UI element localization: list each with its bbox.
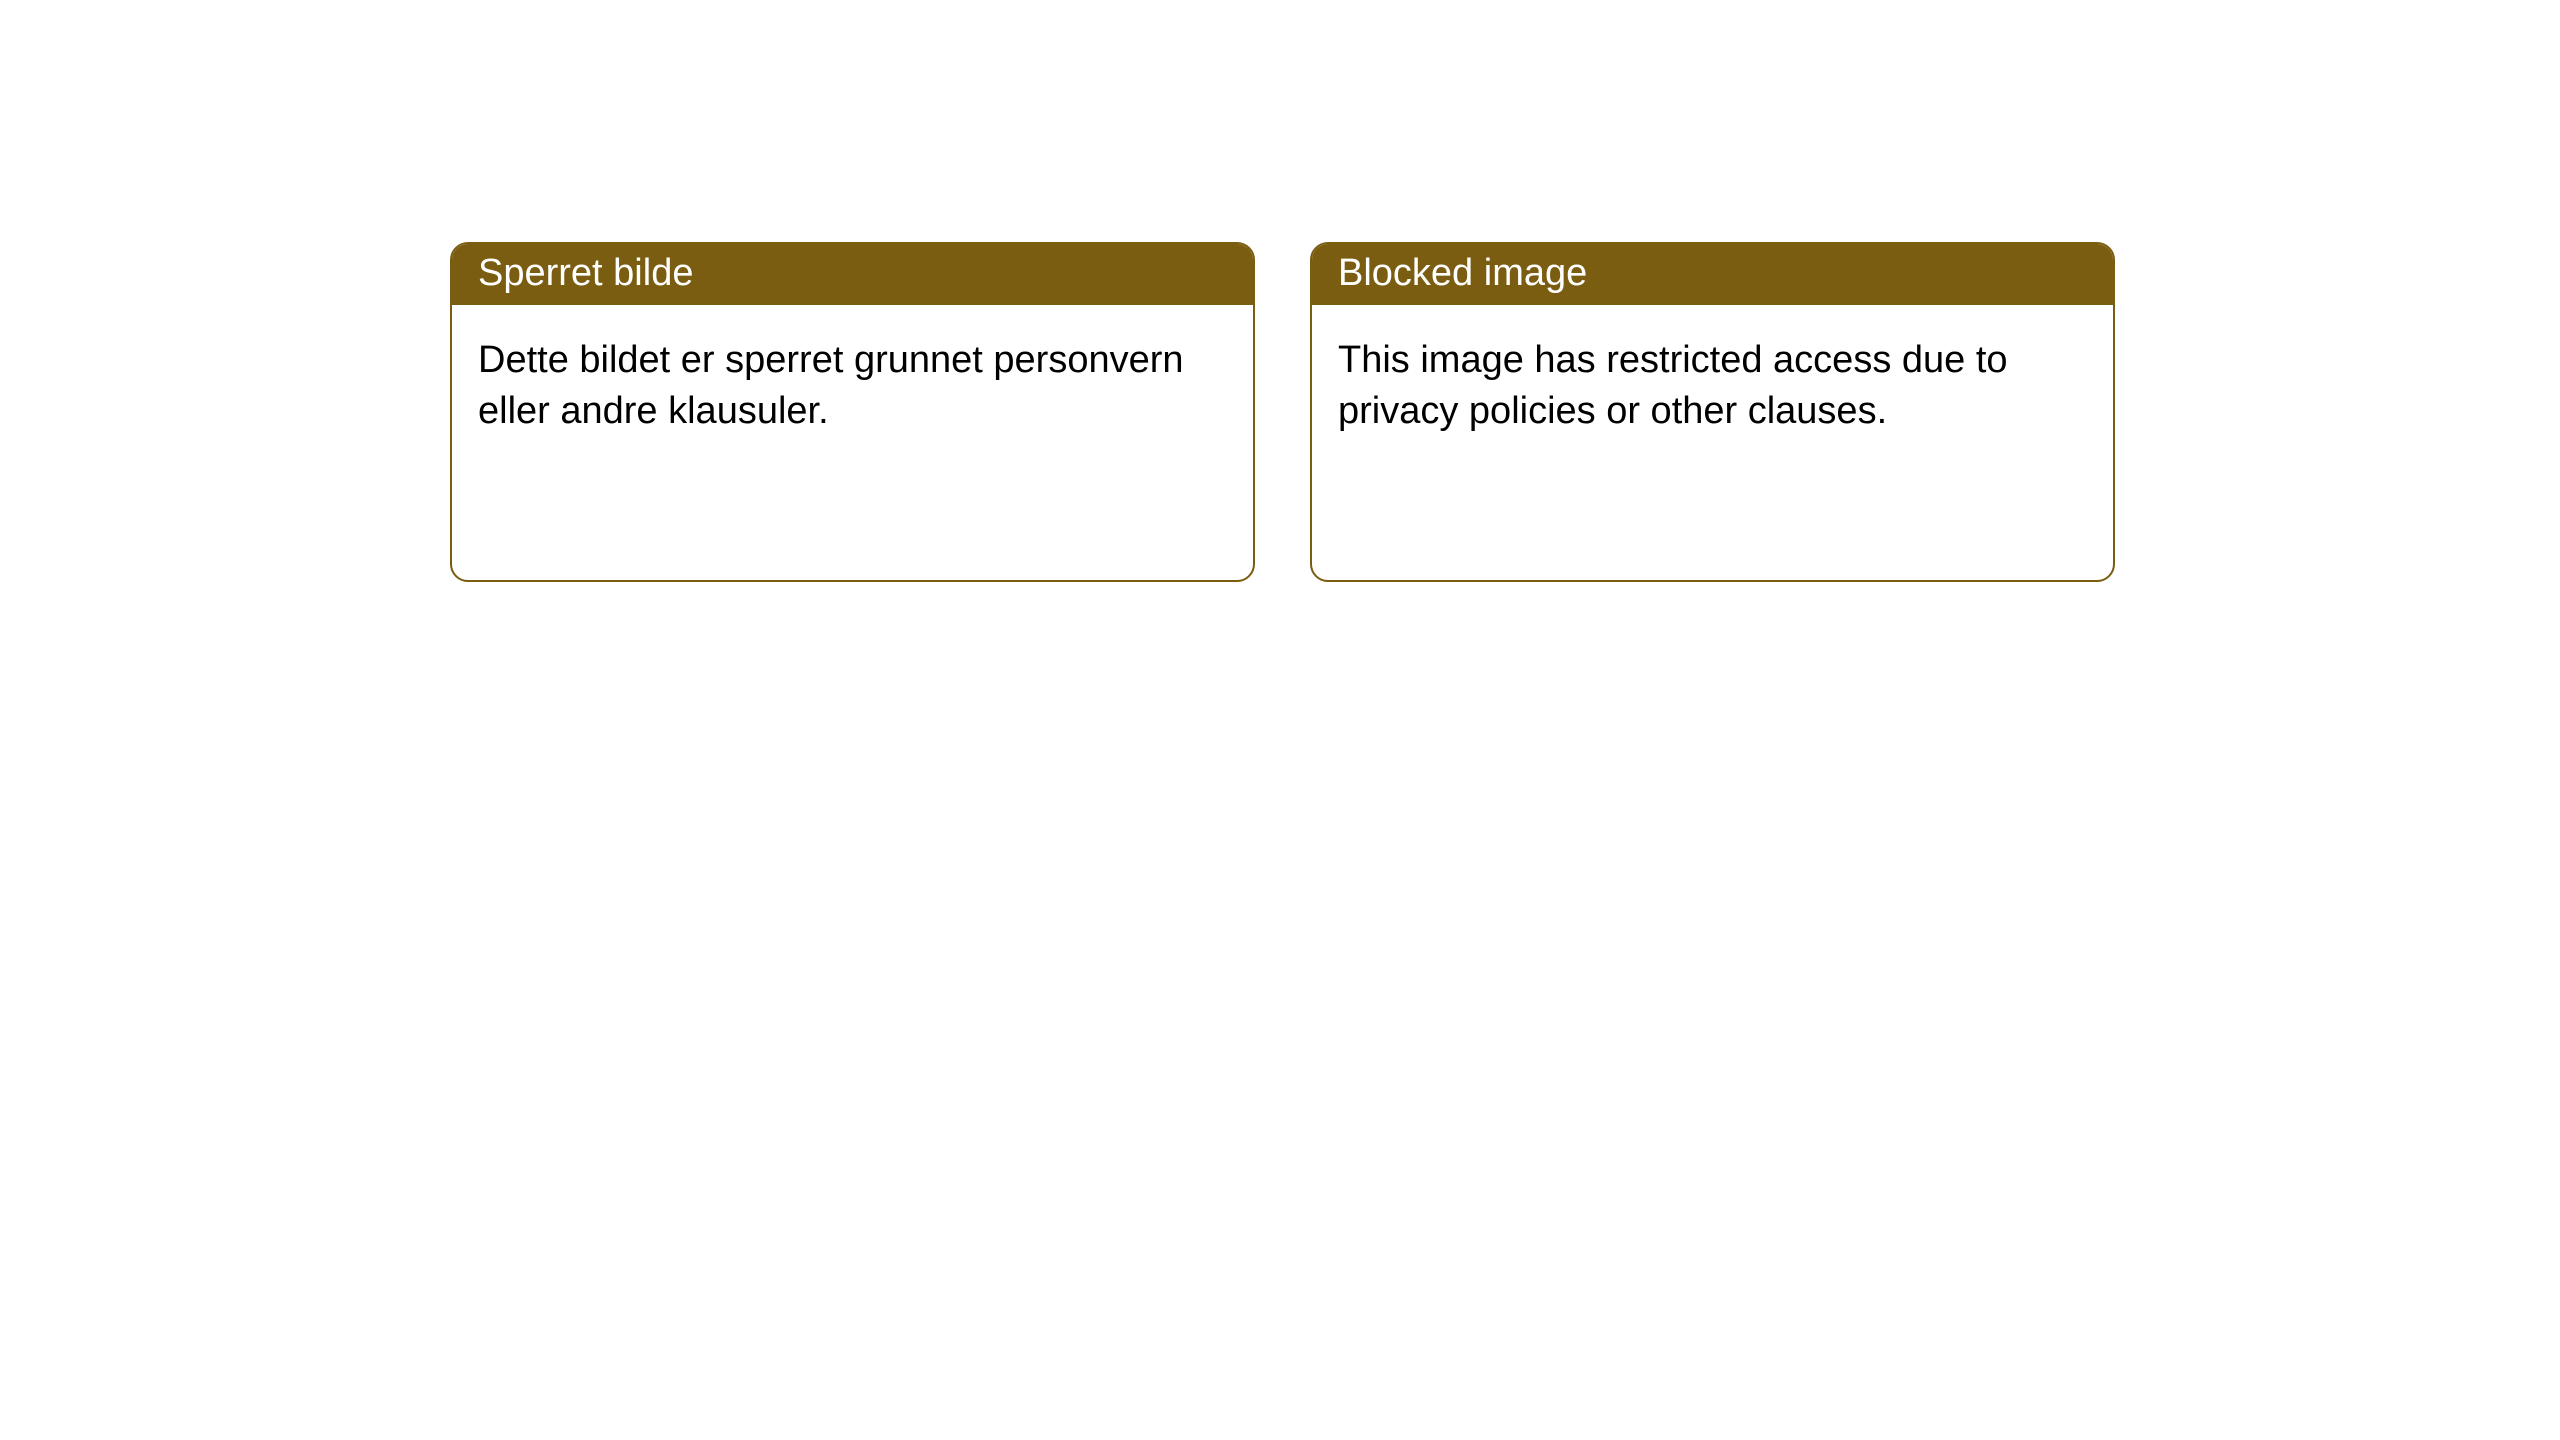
notice-card-english: Blocked image This image has restricted … bbox=[1310, 242, 2115, 582]
card-title: Blocked image bbox=[1312, 244, 2113, 305]
card-title: Sperret bilde bbox=[452, 244, 1253, 305]
card-body-text: Dette bildet er sperret grunnet personve… bbox=[452, 305, 1253, 468]
notice-cards-container: Sperret bilde Dette bildet er sperret gr… bbox=[0, 0, 2560, 582]
card-body-text: This image has restricted access due to … bbox=[1312, 305, 2113, 468]
notice-card-norwegian: Sperret bilde Dette bildet er sperret gr… bbox=[450, 242, 1255, 582]
